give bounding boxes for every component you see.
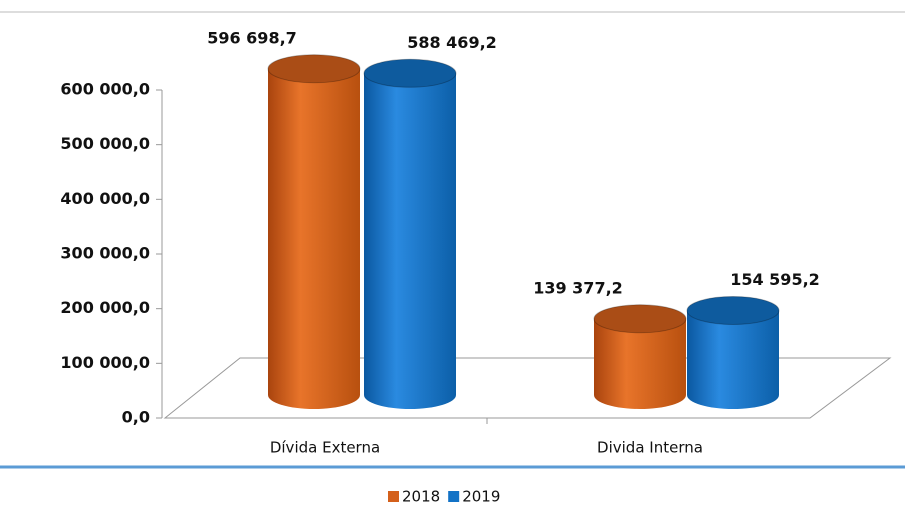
cylinder — [363, 58, 457, 410]
y-tick-label: 600 000,0 — [60, 80, 150, 99]
cylinder-body — [268, 68, 360, 409]
value-label: 154 595,2 — [730, 270, 820, 289]
cylinder-body — [364, 73, 456, 410]
legend-swatch — [448, 491, 460, 502]
cylinder — [686, 295, 780, 409]
cylinder-body — [594, 318, 686, 409]
legend-swatch — [388, 491, 399, 502]
y-tick-label: 0,0 — [122, 408, 150, 427]
cylinder-top — [363, 58, 457, 88]
cylinder-body — [687, 310, 779, 409]
y-tick-label: 100 000,0 — [60, 353, 150, 372]
value-label: 596 698,7 — [207, 28, 297, 47]
y-tick-label: 400 000,0 — [60, 189, 150, 208]
cylinder — [593, 304, 687, 409]
cylinder — [267, 54, 361, 409]
x-tick-label: Divida Interna — [597, 439, 703, 457]
y-tick-label: 300 000,0 — [60, 244, 150, 263]
value-label: 588 469,2 — [407, 33, 497, 52]
cylinder-top — [267, 54, 361, 84]
cylinder-top — [593, 304, 687, 334]
legend-label: 2018 — [402, 488, 440, 506]
cylinder-top — [686, 295, 780, 325]
value-label: 139 377,2 — [533, 278, 623, 297]
y-tick-label: 500 000,0 — [60, 134, 150, 153]
legend-label: 2019 — [462, 488, 500, 506]
y-tick-label: 200 000,0 — [60, 298, 150, 317]
x-tick-label: Dívida Externa — [270, 439, 380, 457]
